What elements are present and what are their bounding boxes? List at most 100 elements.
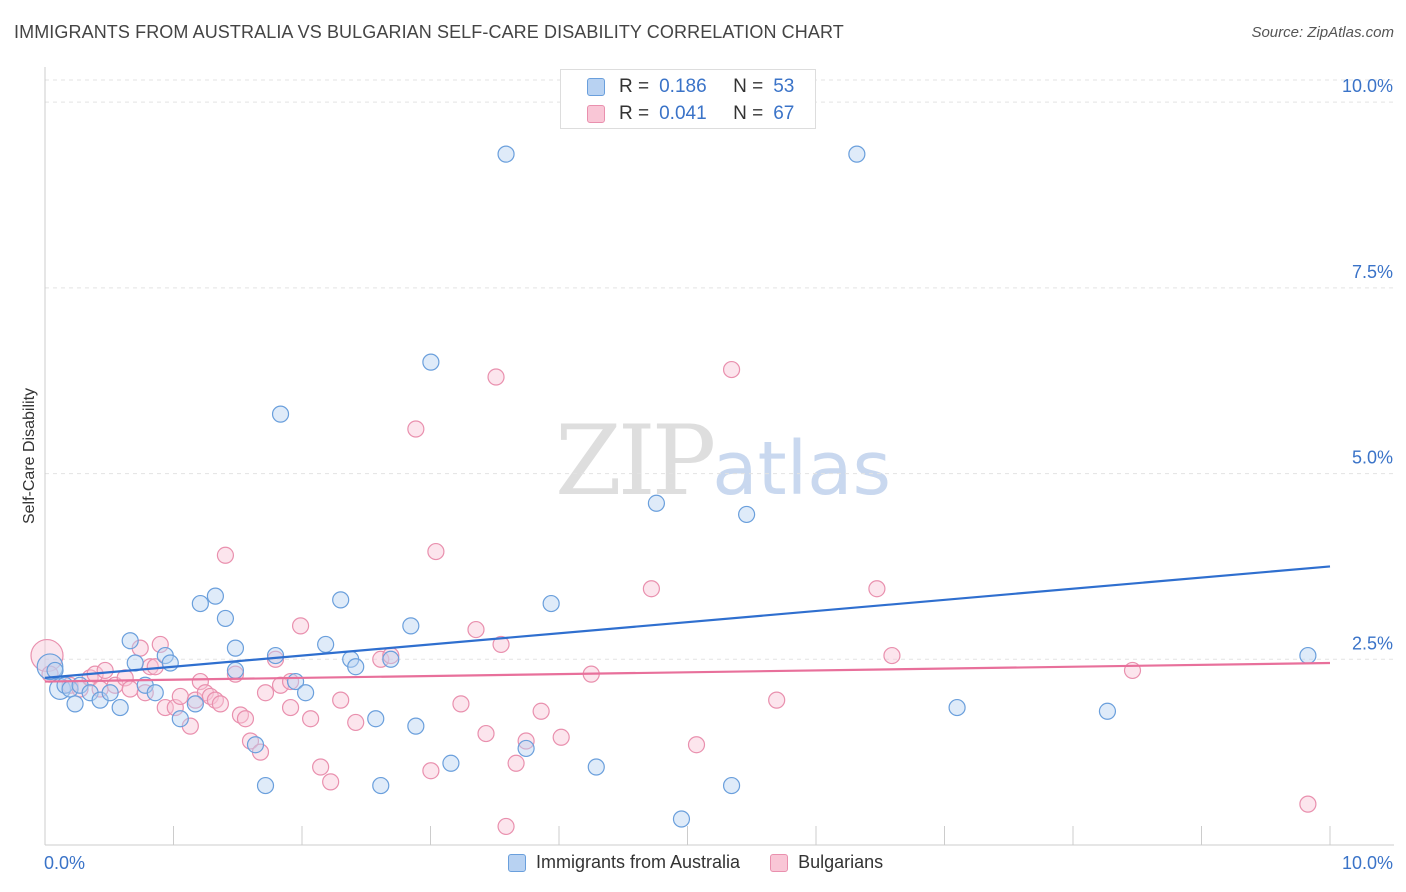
point-australia xyxy=(497,145,515,163)
point-bulgarian xyxy=(452,695,470,713)
stats-swatch-blue xyxy=(587,78,605,96)
legend-swatch-pink xyxy=(770,853,789,872)
point-australia xyxy=(1299,646,1317,665)
point-australia xyxy=(738,505,756,524)
point-australia xyxy=(407,717,425,735)
point-bulgarian xyxy=(768,691,786,709)
point-bulgarian xyxy=(372,650,390,668)
point-bulgarian xyxy=(347,713,365,732)
point-bulgarian xyxy=(492,635,510,654)
r-label: R = xyxy=(619,103,650,124)
point-bulgarian xyxy=(211,695,230,713)
point-bulgarian xyxy=(302,710,320,728)
stats-swatch-pink xyxy=(587,105,605,123)
point-australia xyxy=(332,591,350,609)
legend-label-australia: Immigrants from Australia xyxy=(536,852,741,872)
point-australia xyxy=(161,654,179,672)
point-australia xyxy=(442,754,460,772)
trend-line-bulgarians xyxy=(44,661,1331,683)
legend-label-bulgarians: Bulgarians xyxy=(798,852,884,872)
point-bulgarian xyxy=(497,817,515,836)
point-australia xyxy=(246,736,265,754)
point-australia xyxy=(271,405,290,423)
point-bulgarian xyxy=(166,698,184,717)
point-australia xyxy=(848,145,866,163)
source-label: Source: ZipAtlas.com xyxy=(1251,24,1394,41)
point-australia xyxy=(347,658,365,676)
n-value: 67 xyxy=(773,103,795,124)
point-bulgarian xyxy=(156,698,174,717)
n-label: N = xyxy=(733,76,764,97)
point-australia xyxy=(317,635,335,654)
point-australia xyxy=(542,594,560,613)
point-australia xyxy=(256,776,275,795)
point-bulgarian xyxy=(281,698,300,717)
y-tick-label: 10.0% xyxy=(1342,76,1393,96)
point-bulgarian xyxy=(532,702,550,720)
point-australia xyxy=(422,353,440,371)
watermark: ZIPatlas xyxy=(555,405,891,517)
point-australia xyxy=(66,695,84,713)
legend-entry-australia[interactable]: Immigrants from Australia xyxy=(508,852,740,873)
point-australia xyxy=(146,684,164,702)
point-australia xyxy=(46,661,64,680)
y-tick-label: 2.5% xyxy=(1352,633,1393,653)
point-australia xyxy=(382,650,400,668)
point-australia xyxy=(517,739,535,758)
point-bulgarian xyxy=(552,728,570,746)
point-australia xyxy=(587,758,605,776)
chart-title: IMMIGRANTS FROM AUSTRALIA VS BULGARIAN S… xyxy=(14,22,844,42)
trend-line-australia xyxy=(44,565,1331,679)
point-bulgarian xyxy=(687,736,706,754)
n-value: 53 xyxy=(773,76,795,97)
point-bulgarian xyxy=(121,680,139,698)
point-bulgarian xyxy=(722,360,741,379)
point-australia xyxy=(226,661,245,680)
point-australia xyxy=(121,632,139,650)
point-bulgarian xyxy=(96,661,114,680)
point-bulgarian xyxy=(427,542,445,561)
point-bulgarian xyxy=(1299,795,1317,813)
point-bulgarian xyxy=(332,691,350,709)
point-australia xyxy=(226,639,245,657)
point-bulgarian xyxy=(642,580,660,598)
point-bulgarian xyxy=(467,620,485,639)
point-australia xyxy=(367,710,385,728)
point-bulgarian xyxy=(322,773,340,791)
x-tick-label: 10.0% xyxy=(1342,853,1393,873)
point-bulgarian xyxy=(422,762,440,780)
point-bulgarian xyxy=(191,672,209,691)
point-australia xyxy=(948,698,966,717)
point-bulgarian xyxy=(477,724,495,743)
point-australia xyxy=(191,594,209,613)
x-tick-label: 0.0% xyxy=(44,853,85,873)
point-bulgarian xyxy=(407,420,425,438)
point-bulgarian xyxy=(291,617,310,635)
y-tick-label: 7.5% xyxy=(1352,262,1393,282)
point-australia xyxy=(266,646,285,665)
y-tick-label: 5.0% xyxy=(1352,448,1393,468)
point-australia xyxy=(111,698,129,717)
point-australia xyxy=(1098,702,1117,720)
point-bulgarian xyxy=(256,684,275,702)
point-australia xyxy=(171,710,189,728)
point-australia xyxy=(36,653,64,681)
point-australia xyxy=(206,587,224,605)
watermark-atlas: atlas xyxy=(712,426,892,512)
point-australia xyxy=(186,695,204,713)
legend: Immigrants from Australia Bulgarians xyxy=(508,852,913,873)
stats-row-pink: R = 0.041 N = 67 xyxy=(587,103,794,125)
point-australia xyxy=(722,776,741,795)
point-australia xyxy=(372,776,390,795)
point-bulgarian xyxy=(883,646,901,665)
n-label: N = xyxy=(733,103,764,124)
point-australia xyxy=(101,684,119,702)
point-australia xyxy=(672,810,691,828)
point-bulgarian xyxy=(868,580,886,598)
point-bulgarian xyxy=(236,710,255,728)
r-value: 0.186 xyxy=(659,76,707,97)
legend-entry-bulgarians[interactable]: Bulgarians xyxy=(770,852,883,873)
point-australia xyxy=(402,617,420,635)
point-bulgarian xyxy=(151,635,169,654)
legend-swatch-blue xyxy=(508,853,526,872)
